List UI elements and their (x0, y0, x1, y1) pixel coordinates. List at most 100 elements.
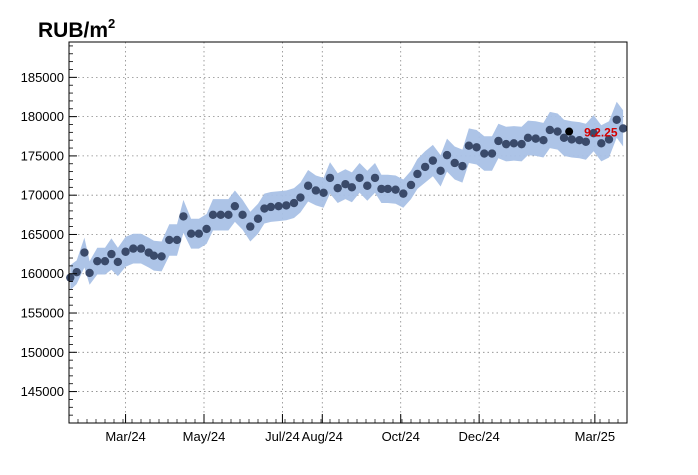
y-tick-label: 145000 (21, 384, 64, 399)
data-point (282, 201, 291, 210)
band-area (70, 101, 624, 291)
y-tick-label: 160000 (21, 266, 64, 281)
data-point (129, 244, 138, 253)
data-point (303, 181, 313, 190)
data-point (121, 247, 130, 256)
data-point (517, 139, 526, 149)
data-point (319, 188, 328, 198)
data-points (66, 115, 628, 282)
data-point (450, 158, 459, 168)
data-point (420, 162, 430, 172)
data-point (202, 224, 211, 234)
data-point (413, 169, 422, 179)
data-point (230, 201, 240, 211)
data-point (531, 134, 540, 143)
data-point (597, 139, 606, 148)
data-point (472, 143, 481, 152)
data-point (575, 135, 584, 145)
data-point (325, 173, 335, 183)
data-point (208, 210, 218, 220)
data-point (66, 273, 75, 282)
last-point-marker (565, 127, 574, 136)
data-point (494, 136, 503, 146)
data-point (501, 139, 511, 149)
data-point (399, 189, 408, 198)
data-point (179, 212, 188, 221)
uncertainty-band (70, 101, 624, 291)
data-point (186, 229, 196, 238)
last-point-label: 9.2.25 (584, 126, 618, 140)
data-point (391, 185, 400, 194)
data-point (72, 267, 81, 277)
data-point (224, 210, 233, 220)
data-point (85, 268, 94, 278)
chart-title-superscript: 2 (108, 16, 115, 31)
y-tick-label: 175000 (21, 148, 64, 163)
data-point (296, 193, 305, 202)
data-point (618, 124, 628, 133)
data-point (347, 183, 357, 192)
data-point (377, 184, 386, 194)
last-point-annotation: 9.2.25 (584, 126, 618, 140)
data-point (149, 251, 159, 260)
data-point (370, 173, 380, 183)
data-point (311, 186, 321, 195)
data-point (113, 257, 123, 267)
data-point (157, 252, 166, 261)
data-point (80, 248, 89, 257)
data-point (355, 173, 364, 183)
x-tick-label: Mar/24 (105, 429, 145, 444)
data-point (194, 229, 204, 238)
y-tick-label: 180000 (21, 109, 64, 124)
data-point (333, 183, 342, 193)
data-point (93, 256, 102, 266)
x-tick-label: Aug/24 (302, 429, 343, 444)
x-axis: Mar/24 May/24 Jul/24 Aug/24 Oct/24 Dec/24 Mar/… (77, 414, 619, 444)
data-point (274, 201, 283, 211)
data-point (480, 149, 489, 158)
data-point (545, 125, 555, 135)
data-point (612, 115, 621, 124)
y-tick-label: 165000 (21, 227, 64, 242)
data-point (238, 210, 247, 220)
data-point (246, 222, 255, 231)
data-point (363, 181, 372, 190)
y-tick-label: 155000 (21, 306, 64, 321)
chart-title: RUB/m2 (38, 16, 115, 42)
data-point (604, 135, 614, 144)
grid (69, 42, 627, 423)
data-point (165, 235, 174, 245)
data-point (136, 244, 146, 253)
data-point (107, 249, 116, 259)
y-tick-label: 150000 (21, 345, 64, 360)
data-point (260, 204, 269, 213)
x-tick-label: Jul/24 (265, 429, 300, 444)
data-point (464, 141, 474, 150)
data-point (487, 149, 497, 158)
data-point (589, 128, 598, 138)
data-point (567, 135, 576, 144)
data-point (581, 137, 591, 146)
chart-title-text: RUB/m (38, 19, 108, 42)
data-point (509, 139, 519, 148)
x-tick-label: Mar/25 (575, 429, 615, 444)
x-tick-label: May/24 (183, 429, 226, 444)
data-point (289, 198, 299, 208)
data-point (428, 156, 438, 165)
x-tick-label: Oct/24 (382, 429, 420, 444)
data-point (341, 179, 350, 189)
data-point (172, 235, 182, 245)
data-point (100, 256, 110, 266)
data-point (523, 133, 533, 143)
x-tick-label: Dec/24 (459, 429, 500, 444)
data-point (216, 210, 225, 220)
data-point (553, 127, 562, 136)
data-point (266, 202, 276, 212)
data-point (458, 161, 467, 171)
data-point (442, 150, 452, 160)
data-point (539, 135, 548, 145)
y-tick-label: 185000 (21, 70, 64, 85)
data-point (436, 166, 445, 176)
